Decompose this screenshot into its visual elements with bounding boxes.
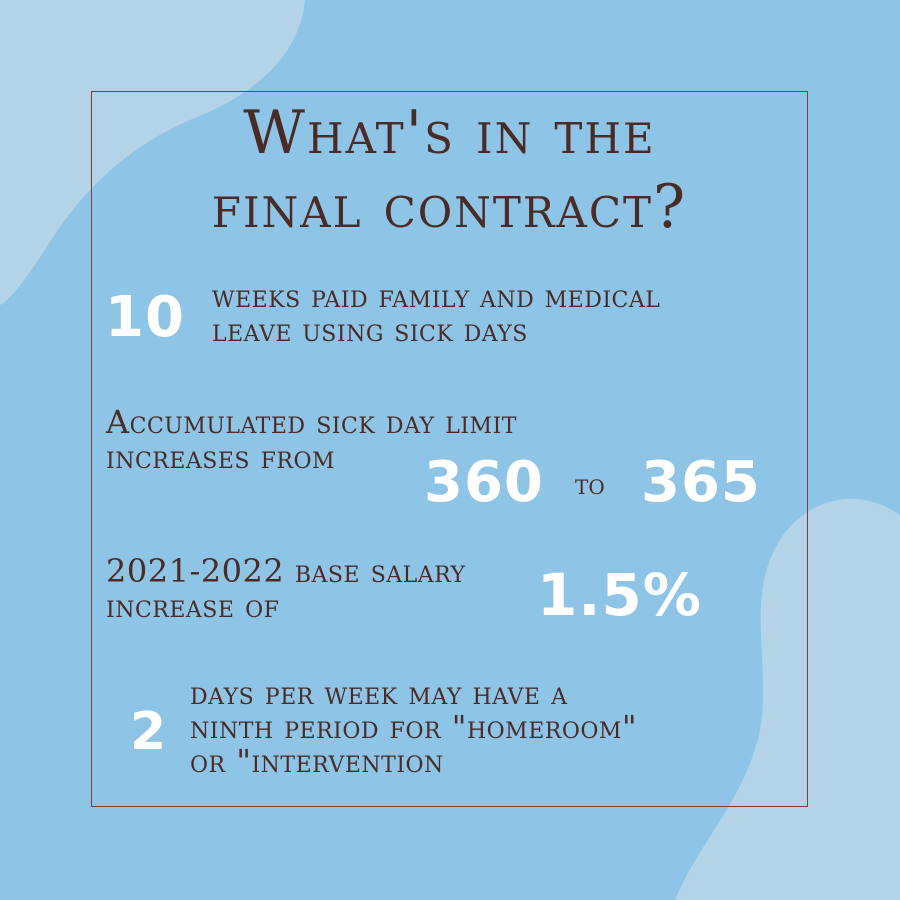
- bottom-right-blob: [675, 498, 900, 900]
- item-text-line-1: days per week may have a: [190, 674, 568, 712]
- item-text-line-1: weeks paid family and medical: [212, 279, 661, 315]
- item-text-line-2: increase of: [106, 587, 280, 625]
- content-frame: [91, 91, 808, 807]
- from-value: 360: [424, 450, 544, 515]
- item-text-line-2: ninth period for "homeroom": [190, 708, 638, 746]
- top-left-blob: [0, 0, 305, 305]
- connector-word: to: [575, 468, 605, 501]
- page-title: What's in the final contract?: [91, 96, 808, 244]
- item-number: 10: [105, 285, 185, 350]
- item-number: 2: [130, 702, 168, 762]
- item-text-line-3: or "intervention: [190, 742, 444, 780]
- item-text-line-2: leave using sick days: [212, 313, 528, 349]
- title-line-1: What's in the: [243, 98, 656, 168]
- item-text-line-1: 2021-2022 base salary: [106, 552, 466, 590]
- title-line-2: final contract?: [211, 172, 688, 242]
- item-text-line-1: Accumulated sick day limit: [106, 403, 517, 441]
- salary-increase-value: 1.5%: [537, 561, 702, 629]
- item-text-line-2: increases from: [106, 438, 336, 476]
- to-value: 365: [641, 450, 761, 515]
